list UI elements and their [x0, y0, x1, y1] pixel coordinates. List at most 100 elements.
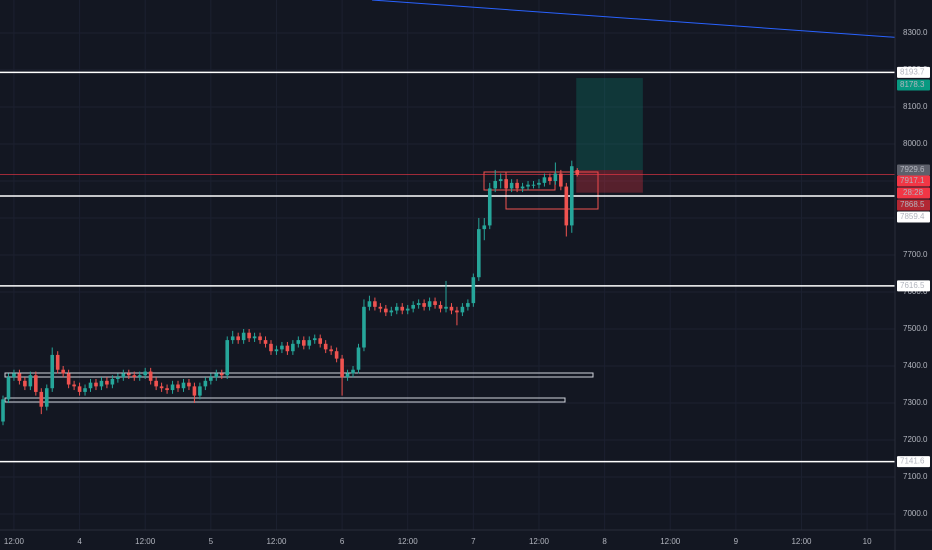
- candle-body: [394, 306, 399, 311]
- candle-body: [433, 301, 437, 305]
- price-label: 7616.5: [900, 281, 925, 290]
- candle-body: [230, 336, 235, 341]
- candle-body: [143, 371, 148, 376]
- candle-body: [28, 375, 33, 387]
- candle-body: [17, 373, 22, 381]
- candle-body: [482, 225, 487, 230]
- candle-body: [526, 184, 530, 187]
- candle-body: [241, 332, 246, 341]
- candle-body: [66, 373, 71, 385]
- candle-body: [515, 182, 519, 189]
- candle-body: [504, 179, 508, 189]
- candle-body: [55, 354, 60, 370]
- candle-body: [6, 377, 11, 400]
- candle-body: [72, 384, 76, 387]
- candle-body: [356, 347, 361, 370]
- y-tick-label: 7200.0: [903, 435, 928, 444]
- candle-body: [416, 303, 421, 305]
- price-label-box: [897, 164, 930, 176]
- x-tick-label: 12:00: [398, 537, 419, 546]
- candle-body: [198, 386, 202, 396]
- candle-body: [39, 391, 44, 407]
- candle-body: [400, 306, 405, 311]
- candle-body: [564, 186, 569, 226]
- price-label: 8193.7: [900, 67, 925, 76]
- candle-body: [274, 349, 279, 352]
- countdown: 28:28: [903, 188, 924, 197]
- price-label: 7917.1: [900, 176, 925, 185]
- candle-body: [307, 340, 312, 346]
- candle-body: [209, 377, 213, 381]
- x-tick-label: 12:00: [4, 537, 25, 546]
- x-tick-label: 10: [863, 537, 872, 546]
- candle-body: [553, 173, 558, 182]
- y-tick-label: 8100.0: [903, 102, 928, 111]
- candle-body: [466, 303, 470, 307]
- candle-body: [548, 177, 552, 182]
- x-tick-label: 6: [340, 537, 345, 546]
- candle-body: [542, 177, 547, 183]
- candle-body: [559, 173, 563, 187]
- candle-body: [34, 375, 38, 392]
- x-tick-label: 12:00: [660, 537, 681, 546]
- candle-body: [520, 186, 525, 189]
- price-label-box: [897, 456, 930, 468]
- candle-body: [460, 306, 465, 313]
- candle-body: [23, 380, 27, 387]
- candle-body: [334, 351, 339, 359]
- y-tick-label: 7500.0: [903, 324, 928, 333]
- candle-body: [427, 301, 432, 307]
- price-label-box: [897, 175, 930, 187]
- candle-body: [269, 343, 273, 352]
- candle-body: [405, 308, 410, 311]
- candle-body: [132, 375, 137, 378]
- candle-body: [471, 277, 476, 304]
- candle-body: [170, 384, 175, 391]
- x-tick-label: 12:00: [791, 537, 812, 546]
- candle-body: [258, 336, 262, 341]
- candle-body: [384, 308, 388, 313]
- x-tick-label: 12:00: [266, 537, 287, 546]
- candle-body: [252, 336, 257, 339]
- candle-body: [498, 179, 503, 182]
- candle-body: [137, 375, 142, 378]
- candle-body: [373, 301, 377, 307]
- candle-body: [411, 304, 415, 309]
- candle-body: [367, 301, 372, 307]
- candle-body: [121, 373, 126, 378]
- candle-body: [318, 338, 323, 344]
- candle-body: [154, 380, 158, 387]
- price-label-box: [897, 211, 930, 223]
- candle-body: [455, 310, 459, 313]
- price-label: 7929.6: [900, 165, 925, 174]
- y-tick-label: 8300.0: [903, 28, 928, 37]
- price-label: 7859.4: [900, 212, 925, 221]
- price-label-box: [897, 66, 930, 78]
- candle-body: [493, 181, 498, 189]
- candle-body: [296, 340, 301, 344]
- price-label-box: [897, 280, 930, 292]
- candle-body: [537, 182, 541, 185]
- candle-body: [422, 303, 426, 307]
- candle-body: [329, 349, 333, 352]
- candle-body: [94, 382, 98, 387]
- candle-body: [531, 184, 536, 186]
- candle-body: [99, 380, 104, 387]
- candle-body: [323, 343, 328, 350]
- candle-body: [362, 306, 366, 348]
- y-tick-label: 7000.0: [903, 509, 928, 518]
- candle-body: [247, 332, 251, 339]
- candle-body: [165, 388, 169, 391]
- support-zone: [4, 397, 566, 403]
- candle-body: [438, 304, 443, 309]
- stop-zone: [576, 170, 643, 193]
- candle-body: [187, 382, 191, 387]
- candle-body: [263, 340, 268, 344]
- x-tick-label: 4: [77, 537, 82, 546]
- candle-body: [351, 369, 355, 374]
- price-label: 7868.5: [900, 200, 925, 209]
- candle-body: [389, 310, 394, 313]
- candle-body: [312, 338, 317, 341]
- candle-body: [203, 380, 208, 387]
